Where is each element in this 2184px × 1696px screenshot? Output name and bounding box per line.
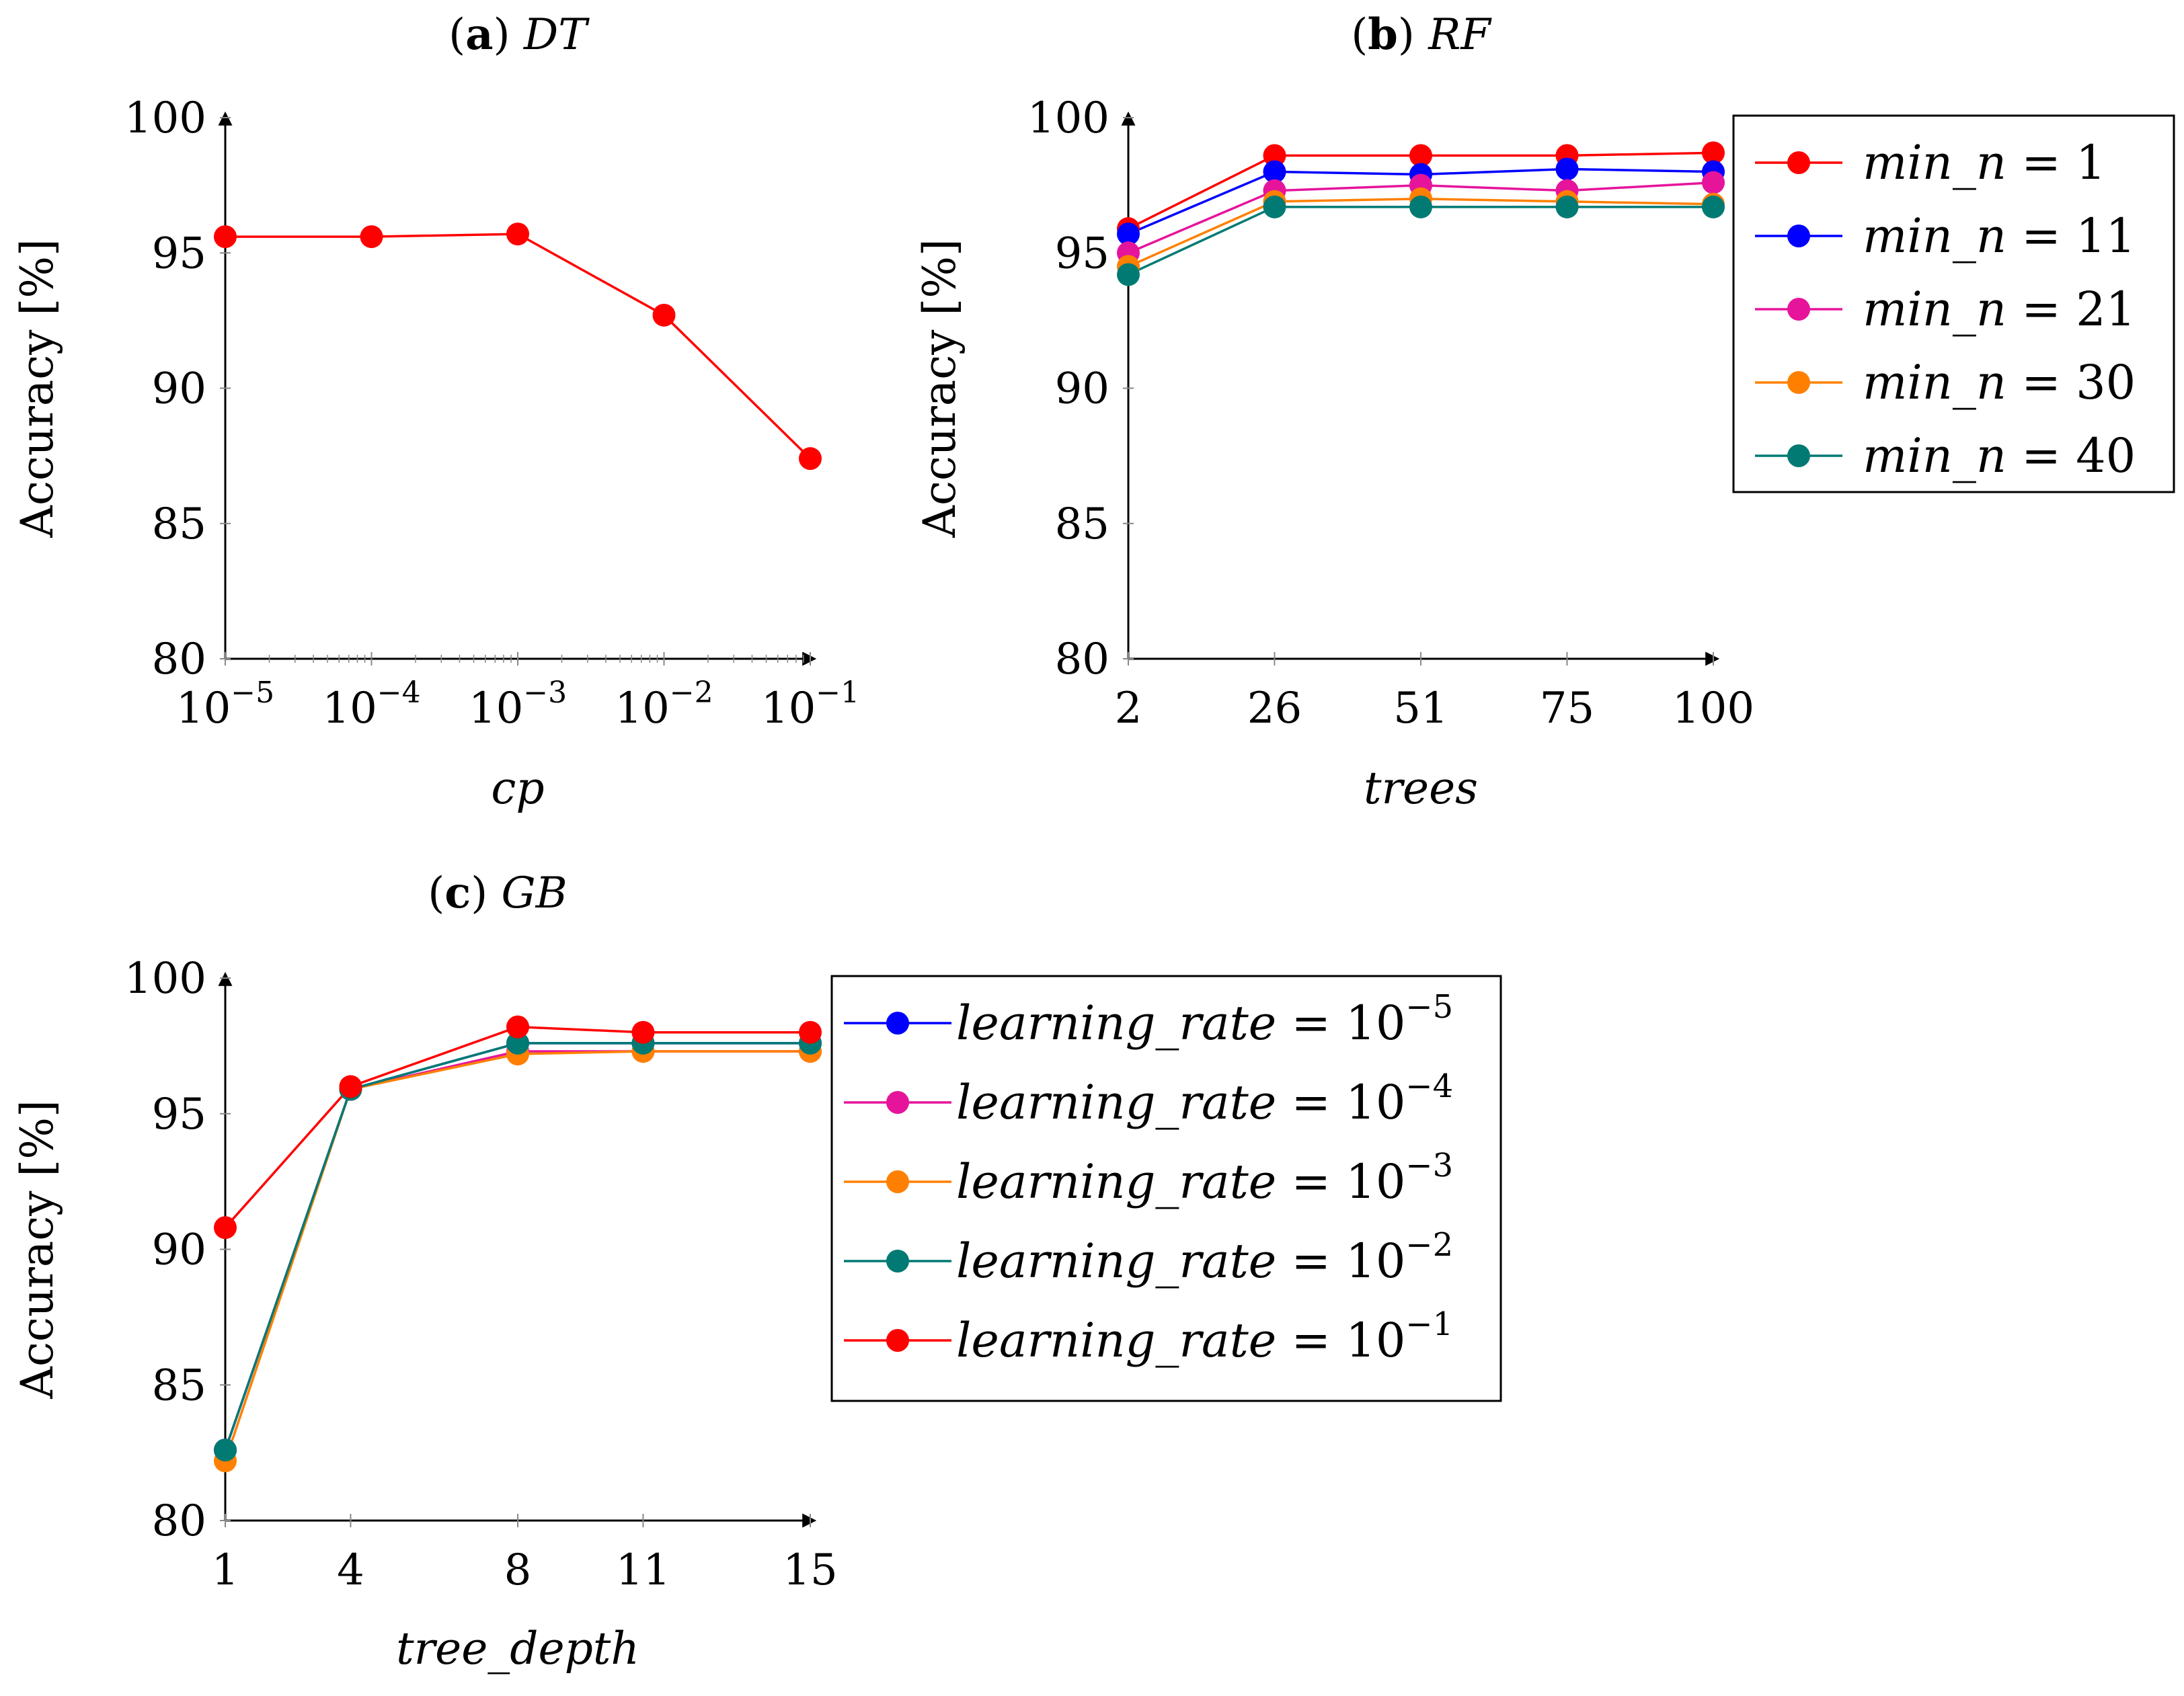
legend-box (830, 975, 1502, 1402)
data-point (1117, 263, 1140, 286)
legend: learning_rate = 10−5 learning_rate = 10−4… (830, 975, 1502, 1402)
panel-title: (b) RF (1351, 9, 1492, 60)
data-point (214, 1439, 237, 1462)
legend-entry-label: min_n = 30 (1863, 355, 2136, 410)
y-axis-label: Accuracy [%] (11, 1100, 63, 1399)
x-tick-label: 10−3 (469, 676, 567, 733)
y-tick-label: 90 (152, 364, 206, 414)
panel-title: (a) DT (448, 9, 590, 60)
legend-swatch-marker (886, 1012, 909, 1035)
data-point (652, 303, 676, 327)
legend-entry-label: learning_rate = 10−5 (956, 988, 1453, 1051)
x-tick-label: 4 (337, 1545, 364, 1595)
data-point (1263, 144, 1286, 167)
legend-swatch-marker (886, 1250, 909, 1273)
data-point (799, 1020, 822, 1044)
y-axis-label: Accuracy [%] (11, 239, 63, 538)
x-tick-label: 11 (616, 1545, 670, 1595)
x-axis-label: cp (491, 762, 544, 814)
data-point (799, 447, 822, 471)
y-tick-label: 85 (152, 1361, 206, 1410)
legend-entry-label: min_n = 21 (1863, 282, 2136, 337)
legend-entry-label: learning_rate = 10−2 (956, 1226, 1453, 1289)
legend-entry-label: min_n = 1 (1863, 135, 2106, 190)
legend-swatch-marker (886, 1091, 909, 1114)
data-point (1409, 195, 1432, 218)
legend-swatch-marker (1787, 225, 1810, 247)
data-point (506, 223, 529, 246)
series-line (225, 233, 812, 460)
panel-title: (c) GB (428, 868, 567, 918)
data-point (1702, 141, 1725, 165)
y-tick-label: 95 (1055, 229, 1109, 278)
y-tick-label: 85 (1055, 499, 1109, 549)
legend-swatch-marker (886, 1170, 909, 1193)
y-tick-label: 85 (152, 499, 206, 549)
x-tick-label: 75 (1540, 684, 1594, 733)
x-tick-label: 10−5 (176, 676, 274, 733)
chart-panel-c: (c) GB 80 85 90 95 100 1 4 8 11 15 tree_depth Accura… (11, 868, 1502, 1674)
x-tick-label: 2 (1115, 684, 1142, 733)
series-line (224, 1050, 810, 1461)
y-tick-label: 90 (152, 1225, 206, 1275)
legend-swatch-marker (886, 1329, 909, 1352)
data-point (214, 225, 237, 249)
series-line (224, 1042, 810, 1451)
data-point (1555, 157, 1579, 181)
x-tick-label: 51 (1393, 684, 1448, 733)
y-tick-label: 80 (1055, 635, 1109, 684)
x-tick-label: 26 (1247, 684, 1302, 733)
y-tick-label: 95 (152, 229, 206, 278)
y-tick-label: 90 (1055, 364, 1109, 414)
x-axis-label: tree_depth (396, 1623, 639, 1674)
y-tick-label: 100 (124, 93, 206, 143)
legend-swatch-marker (1787, 151, 1810, 174)
legend-swatch-marker (1787, 298, 1810, 321)
x-tick-label: 8 (504, 1545, 532, 1595)
x-tick-label: 15 (783, 1545, 837, 1595)
data-point (214, 1216, 237, 1240)
legend-swatch-marker (1787, 444, 1810, 467)
chart-panel-a: (a) DT 80 85 90 95 100 10−5 10−4 10−3 10−2 10−1 cp A… (11, 9, 859, 814)
legend-entry-label: min_n = 40 (1863, 428, 2136, 483)
data-point (1409, 144, 1432, 167)
data-point (631, 1020, 655, 1044)
data-point (506, 1015, 529, 1039)
y-tick-label: 95 (152, 1090, 206, 1139)
x-tick-label: 10−1 (761, 676, 859, 733)
data-point (506, 1031, 529, 1055)
x-tick-label: 100 (1672, 684, 1754, 733)
x-tick-label: 1 (212, 1545, 239, 1595)
legend-entry-label: learning_rate = 10−1 (956, 1305, 1453, 1368)
data-point (339, 1075, 362, 1098)
y-tick-label: 100 (124, 954, 206, 1004)
x-tick-label: 10−4 (322, 676, 420, 733)
legend-swatch-marker (1787, 371, 1810, 394)
y-axis-label: Accuracy [%] (914, 239, 966, 538)
x-tick-label: 10−2 (615, 676, 713, 733)
data-point (360, 225, 383, 249)
data-point (1702, 171, 1725, 194)
legend-entry-label: min_n = 11 (1863, 208, 2136, 264)
data-point (1702, 195, 1725, 218)
y-tick-label: 100 (1027, 93, 1109, 143)
legend-entry-label: learning_rate = 10−4 (956, 1067, 1453, 1130)
y-tick-label: 80 (152, 1496, 206, 1546)
chart-panel-b: (b) RF 80 85 90 95 100 2 26 51 75 100 trees Accuracy… (914, 9, 2175, 814)
legend-entry-label: learning_rate = 10−3 (956, 1147, 1453, 1209)
legend: min_n = 1 min_n = 11 min_n = 21 min_n = 30 m… (1732, 114, 2175, 493)
data-point (1263, 195, 1286, 218)
y-tick-label: 80 (152, 635, 206, 684)
data-point (1117, 223, 1140, 246)
data-point (1263, 160, 1286, 184)
series-line (224, 1042, 810, 1451)
series-line (224, 1050, 810, 1451)
data-point (1555, 195, 1579, 218)
x-axis-label: trees (1364, 762, 1478, 814)
